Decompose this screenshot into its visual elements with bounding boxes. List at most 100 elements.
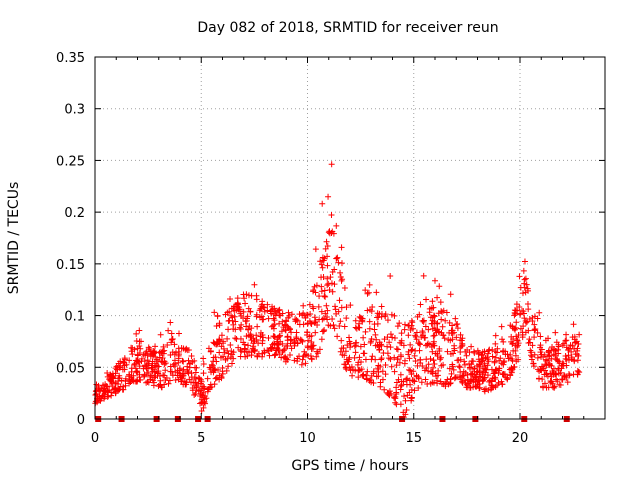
data-point-marker <box>434 320 441 327</box>
data-point-marker <box>271 317 278 324</box>
data-point-marker <box>210 339 217 346</box>
data-point-marker <box>120 359 127 366</box>
data-point-marker <box>534 366 541 373</box>
data-point-marker <box>329 316 336 323</box>
data-point-marker <box>412 333 419 340</box>
data-point-marker <box>232 318 239 325</box>
data-point-marker <box>397 339 404 346</box>
data-point-marker <box>362 287 369 294</box>
data-point-marker <box>184 368 191 375</box>
data-point-marker <box>544 357 551 364</box>
data-point-marker <box>311 314 318 321</box>
data-point-marker <box>335 308 342 315</box>
data-point-marker <box>117 358 124 365</box>
data-point-marker <box>556 360 563 367</box>
data-point-marker <box>284 334 291 341</box>
data-point-marker <box>481 360 488 367</box>
data-point-marker <box>525 339 532 346</box>
data-point-marker <box>243 291 250 298</box>
data-point-marker <box>352 342 359 349</box>
data-point-marker <box>528 356 535 363</box>
data-point-marker <box>524 285 531 292</box>
data-point-marker <box>486 346 493 353</box>
data-point-marker <box>222 356 229 363</box>
x-tick-label: 20 <box>512 431 529 446</box>
data-point-marker <box>537 342 544 349</box>
axis-ticks <box>94 56 605 420</box>
data-point-marker <box>257 333 264 340</box>
data-point-marker <box>408 347 415 354</box>
data-point-marker <box>318 308 325 315</box>
y-tick-label: 0.25 <box>56 154 85 169</box>
data-point-marker <box>293 334 300 341</box>
data-point-marker <box>259 298 266 305</box>
data-point-marker <box>563 337 570 344</box>
data-point-marker <box>513 319 520 326</box>
data-point-marker <box>185 357 192 364</box>
data-point-marker <box>196 392 203 399</box>
data-point-marker <box>328 280 335 287</box>
data-point-marker <box>227 342 234 349</box>
data-point-marker <box>497 355 504 362</box>
data-point-marker <box>195 388 202 395</box>
data-point-marker <box>367 338 374 345</box>
data-point-marker <box>559 342 566 349</box>
data-point-marker <box>391 394 398 401</box>
data-point-marker <box>278 328 285 335</box>
data-point-marker <box>227 296 234 303</box>
data-point-marker <box>291 339 298 346</box>
data-point-marker <box>349 372 356 379</box>
data-point-marker <box>352 317 359 324</box>
data-point-marker <box>292 316 299 323</box>
data-point-marker <box>338 304 345 311</box>
data-point-marker <box>219 370 226 377</box>
data-point-marker <box>434 377 441 384</box>
data-point-marker <box>436 348 443 355</box>
data-point-marker <box>319 257 326 264</box>
data-point-marker <box>341 285 348 292</box>
data-point-marker <box>376 310 383 317</box>
data-point-marker <box>219 365 226 372</box>
data-point-marker <box>222 311 229 318</box>
data-point-marker <box>401 360 408 367</box>
data-point-marker <box>411 378 418 385</box>
data-point-marker <box>337 318 344 325</box>
data-point-marker <box>466 364 473 371</box>
data-point-marker <box>384 334 391 341</box>
data-point-marker <box>242 300 249 307</box>
data-point-marker <box>200 404 207 411</box>
data-point-marker <box>291 357 298 364</box>
data-point-marker <box>204 386 211 393</box>
data-point-marker <box>157 331 164 338</box>
data-point-marker <box>526 316 533 323</box>
data-point-marker <box>211 340 218 347</box>
data-point-marker <box>398 330 405 337</box>
data-point-marker <box>342 364 349 371</box>
data-point-marker <box>328 161 335 168</box>
data-point-marker <box>538 353 545 360</box>
data-point-marker <box>368 308 375 315</box>
data-point-marker <box>323 238 330 245</box>
data-point-marker <box>180 366 187 373</box>
tick-labels: 0 0.05 0.1 0.15 0.2 0.25 0.3 0.35 0 5 10 15 20 <box>56 51 528 446</box>
data-point-marker <box>393 345 400 352</box>
data-point-marker <box>484 356 491 363</box>
data-point-marker <box>225 363 232 370</box>
data-point-marker <box>377 363 384 370</box>
data-point-marker <box>566 372 573 379</box>
data-point-marker <box>381 386 388 393</box>
data-point-marker <box>193 382 200 389</box>
data-point-marker <box>126 357 133 364</box>
data-point-marker <box>366 325 373 332</box>
data-point-marker <box>373 289 380 296</box>
data-point-marker <box>510 335 517 342</box>
data-point-marker <box>467 384 474 391</box>
data-point-marker <box>391 354 398 361</box>
data-point-marker <box>298 361 305 368</box>
data-point-marker <box>410 377 417 384</box>
data-point-marker <box>407 381 414 388</box>
data-point-marker <box>420 272 427 279</box>
data-point-marker <box>167 319 174 326</box>
data-point-marker <box>104 370 111 377</box>
data-point-marker <box>457 348 464 355</box>
